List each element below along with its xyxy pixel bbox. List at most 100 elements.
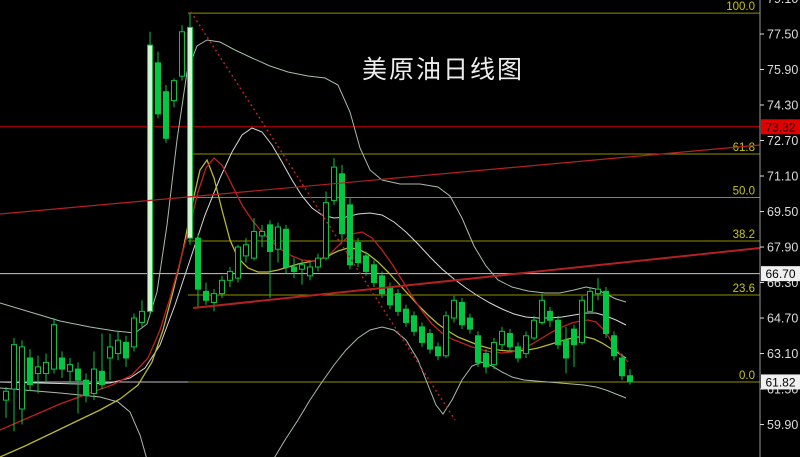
candle-body-down (459, 301, 465, 326)
last-price-61.82-box[interactable] (761, 374, 800, 390)
candle-body-up (171, 80, 177, 102)
price-line-66.70-label: 66.70 (765, 267, 795, 281)
candle-body-up (323, 202, 329, 259)
candle-body-down (467, 317, 473, 330)
moving-average-yellow (0, 158, 627, 457)
candle-body-down (571, 328, 577, 346)
candle-body-down (75, 368, 81, 381)
axis-tick-label: 59.90 (767, 418, 798, 432)
bollinger-upper-band (0, 39, 627, 334)
candle-body-up (499, 330, 505, 346)
candle-body-down (355, 242, 361, 264)
candle-body-up (19, 346, 25, 410)
candle-body-down (291, 266, 297, 272)
axis-tick-label: 77.50 (767, 28, 798, 42)
candle-body-up (91, 368, 97, 394)
axis-tick-label: 72.70 (767, 134, 798, 148)
candle-body-down (411, 315, 417, 332)
candle-body-up (11, 344, 17, 390)
candle-body-up (131, 317, 137, 348)
candle-body-up (259, 230, 265, 237)
candle-body-down (339, 173, 345, 235)
candle-body-down (155, 62, 161, 115)
candle-body-up (179, 31, 185, 77)
alert-price-73.32-label: 73.32 (765, 120, 795, 134)
candle-body-up (227, 270, 233, 281)
candle-body-up (51, 324, 57, 370)
fib-label-61.8: 61.8 (733, 142, 755, 154)
candle-body-up (43, 361, 49, 375)
candle-body-down (419, 326, 425, 343)
candle-body-up (307, 266, 313, 277)
descending-dotted-line[interactable] (190, 11, 456, 421)
candle-body-down (195, 237, 201, 290)
candle-body-down (627, 375, 633, 383)
candle-body-up (147, 44, 153, 312)
chart-title: 美原油日线图 (362, 55, 525, 84)
axis-tick-label: 64.70 (767, 312, 798, 326)
candle-body-down (363, 255, 369, 272)
candle-body-up (315, 257, 321, 268)
bollinger-lower-band (0, 326, 627, 457)
fib-label-100.0: 100.0 (726, 1, 755, 13)
candle-body-down (515, 346, 521, 359)
candle-body-down (563, 339, 569, 359)
candle-body-down (483, 353, 489, 368)
candle-body-up (107, 346, 113, 359)
candle-body-up (115, 339, 121, 355)
candle-body-down (435, 346, 441, 357)
candle-body-down (267, 224, 273, 252)
candle-body-down (59, 357, 65, 370)
axis-tick-label: 67.90 (767, 241, 798, 255)
price-line-66.70-box[interactable] (761, 266, 800, 282)
candle-body-down (603, 290, 609, 335)
candle-body-up (235, 246, 241, 279)
candle-body-down (387, 286, 393, 306)
candle-body-up (35, 366, 41, 375)
fib-label-50.0: 50.0 (733, 186, 755, 198)
axis-tick-label: 74.30 (767, 99, 798, 113)
fib-label-0.0: 0.0 (739, 370, 755, 382)
candle-body-down (203, 290, 209, 301)
candle-body-down (619, 357, 625, 377)
candle-body-down (27, 357, 33, 386)
candle-body-down (507, 333, 513, 348)
candle-body-down (555, 319, 561, 346)
candle-body-down (427, 333, 433, 350)
ascending-trendline-upper[interactable] (0, 144, 761, 215)
candle-body-up (275, 226, 281, 250)
candle-body-up (451, 299, 457, 319)
axis-tick-label: 71.10 (767, 170, 798, 184)
candle-body-up (595, 288, 601, 295)
candle-body-down (347, 204, 353, 266)
candle-body-up (443, 315, 449, 357)
candle-body-down (99, 370, 105, 386)
candle-body-down (187, 26, 193, 239)
axis-tick-label: 63.10 (767, 347, 798, 361)
candle-body-down (475, 335, 481, 363)
candle-body-up (587, 290, 593, 312)
candle-body-down (547, 310, 553, 321)
candle-body-up (219, 279, 225, 295)
candle-body-down (123, 341, 129, 359)
candle-body-down (163, 91, 169, 139)
alert-price-73.32-box[interactable] (761, 119, 800, 135)
candle-body-up (299, 264, 305, 270)
candle-body-up (539, 299, 545, 323)
candle-body-up (139, 310, 145, 323)
candle-body-down (403, 308, 409, 323)
axis-tick-label: 69.50 (767, 205, 798, 219)
fib-label-23.6: 23.6 (733, 283, 755, 295)
last-price-61.82-label: 61.82 (765, 375, 795, 389)
moving-average-red (0, 157, 629, 431)
candle-body-up (579, 299, 585, 343)
candle-body-down (371, 264, 377, 284)
candle-body-up (523, 335, 529, 355)
candle-body-up (491, 341, 497, 366)
candle-body-down (611, 335, 617, 357)
fib-label-38.2: 38.2 (733, 229, 755, 241)
ascending-trendline-lower[interactable] (192, 247, 761, 309)
candle-body-down (379, 275, 385, 295)
